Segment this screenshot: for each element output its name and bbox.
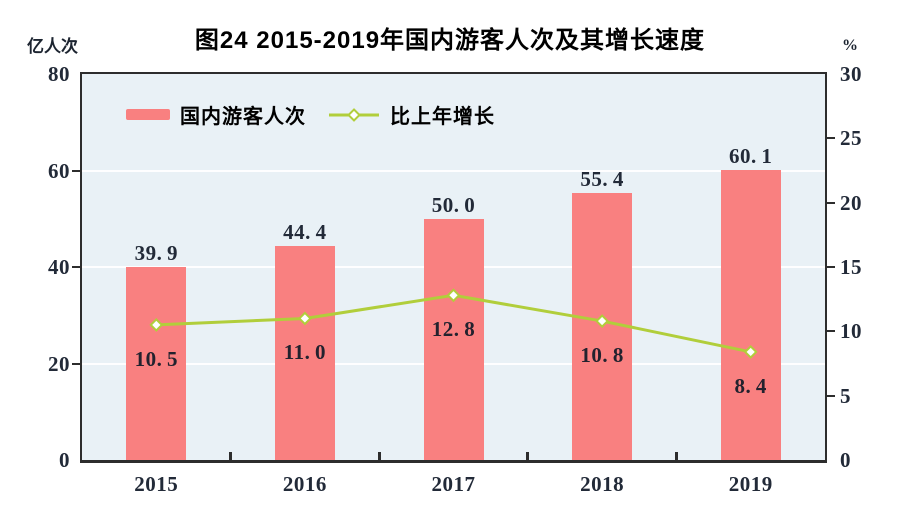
x-axis-category-label: 2015 [134, 472, 179, 496]
right-axis-tick-label: 25 [840, 126, 862, 151]
legend-item-domestic-tourists: 国内游客人次 [126, 100, 306, 129]
grid-line [82, 169, 825, 172]
legend-label-bar-series: 国内游客人次 [180, 106, 306, 128]
line-marker [446, 288, 461, 303]
bar [423, 218, 484, 460]
x-axis-category-label: 2016 [282, 472, 327, 496]
x-axis-tick-mark [229, 452, 233, 460]
line-marker [743, 345, 758, 359]
legend: 国内游客人次 比上年增长 [126, 100, 495, 129]
right-axis-tick-label: 0 [840, 448, 851, 472]
line-value-label: 10. 8 [580, 343, 624, 368]
right-axis-tick-mark [827, 201, 835, 204]
left-axis-tick-label: 20 [48, 351, 70, 376]
right-axis-tick-label: 15 [840, 255, 862, 279]
bar-value-label: 44. 4 [283, 219, 327, 244]
bar-value-label: 60. 1 [728, 144, 773, 169]
right-axis-tick-label: 10 [840, 319, 862, 344]
bar [720, 170, 781, 460]
x-axis-tick-mark [526, 452, 530, 460]
left-axis-tick-mark [72, 169, 80, 172]
x-axis-category-label: 2018 [580, 472, 625, 496]
line-marker [595, 314, 610, 328]
right-axis-tick-mark [827, 266, 835, 268]
right-axis-tick-mark [827, 137, 835, 140]
bar-value-label: 55. 4 [580, 166, 624, 191]
left-axis-tick-label: 80 [48, 62, 70, 86]
growth-line-layer [149, 288, 758, 359]
legend-item-growth: 比上年增长 [328, 100, 495, 129]
right-axis-tick-mark [827, 330, 835, 333]
line-series-sample [329, 107, 379, 122]
line-marker [149, 317, 164, 332]
bar [274, 245, 335, 460]
plot-area: 国内游客人次 比上年增长 39. 9 44. 4 50. 0 55. 4 60. 1 10… [80, 72, 827, 463]
right-axis-tick-label: 20 [840, 190, 862, 215]
line-value-label: 11. 0 [283, 340, 327, 365]
legend-label-line-series: 比上年增长 [390, 106, 495, 128]
x-axis-category-label: 2017 [431, 472, 476, 496]
bar [126, 267, 187, 460]
left-axis-tick-label: 40 [48, 255, 70, 279]
bar-series-swatch [126, 109, 170, 120]
left-axis-tick-mark [72, 362, 80, 365]
right-axis-tick-label: 5 [840, 383, 851, 408]
line-value-label: 12. 8 [431, 317, 476, 342]
x-axis-tick-mark [674, 452, 678, 460]
bar-value-label: 39. 9 [134, 241, 179, 266]
right-axis-unit-label: % [842, 37, 858, 54]
line-value-label: 10. 5 [134, 346, 179, 371]
left-axis-tick-mark [72, 266, 80, 268]
left-axis-tick-label: 0 [59, 448, 70, 472]
x-axis-category-label: 2019 [728, 472, 773, 496]
right-axis-tick-mark [827, 394, 835, 397]
chart-title: 图24 2015-2019年国内游客人次及其增长速度 [194, 27, 706, 54]
x-axis-tick-mark [377, 452, 381, 460]
line-marker [297, 311, 312, 326]
left-axis-unit-label: 亿人次 [27, 37, 78, 56]
right-axis-tick-label: 30 [840, 62, 862, 86]
line-value-label: 8. 4 [734, 373, 767, 398]
bar-value-label: 50. 0 [431, 192, 476, 217]
left-axis-tick-label: 60 [48, 158, 70, 183]
